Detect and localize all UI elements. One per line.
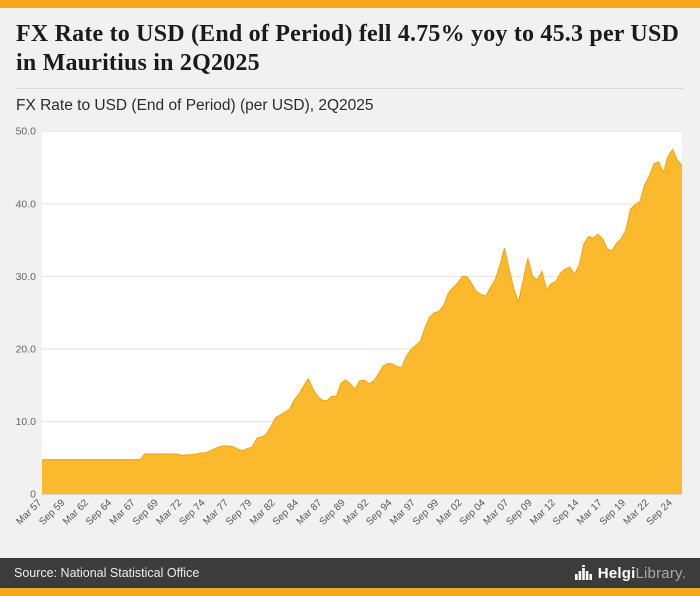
brand-name-light: Library. — [635, 564, 686, 582]
footer-bar: Source: National Statistical Office Helg… — [0, 558, 700, 588]
svg-text:Sep 94: Sep 94 — [364, 497, 394, 527]
source-text: Source: National Statistical Office — [14, 566, 200, 580]
svg-text:Sep 59: Sep 59 — [37, 497, 67, 527]
helgilibrary-logo-icon — [574, 565, 592, 580]
title-divider — [16, 87, 684, 89]
svg-text:20.0: 20.0 — [16, 343, 37, 355]
svg-text:Sep 64: Sep 64 — [84, 497, 114, 527]
svg-text:Sep 24: Sep 24 — [645, 497, 675, 527]
header: FX Rate to USD (End of Period) fell 4.75… — [0, 8, 700, 79]
top-accent-bar — [0, 0, 700, 8]
svg-text:Sep 84: Sep 84 — [271, 497, 301, 527]
svg-text:50.0: 50.0 — [16, 125, 37, 137]
bottom-accent-bar — [0, 588, 700, 596]
svg-text:Sep 79: Sep 79 — [224, 497, 254, 527]
svg-text:Sep 89: Sep 89 — [318, 497, 348, 527]
svg-text:0: 0 — [30, 488, 36, 500]
brand-name-bold: Helgi — [597, 564, 636, 582]
svg-text:40.0: 40.0 — [16, 198, 37, 210]
brand-name: HelgiLibrary. — [598, 565, 686, 582]
chart-container: 0 10.0 20.0 30.0 40.0 50.0 Mar 57 Sep 59 Mar 62 S… — [6, 121, 694, 558]
svg-text:Sep 09: Sep 09 — [504, 497, 534, 527]
svg-text:Sep 74: Sep 74 — [177, 497, 207, 527]
svg-text:Sep 14: Sep 14 — [551, 497, 581, 527]
svg-text:Sep 04: Sep 04 — [458, 497, 488, 527]
helgilibrary-logo[interactable]: HelgiLibrary. — [574, 565, 686, 582]
svg-text:Sep 69: Sep 69 — [131, 497, 161, 527]
svg-text:30.0: 30.0 — [16, 270, 37, 282]
chart-subtitle: FX Rate to USD (End of Period) (per USD)… — [16, 96, 374, 114]
svg-text:Sep 99: Sep 99 — [411, 497, 441, 527]
svg-text:Sep 19: Sep 19 — [598, 497, 628, 527]
page-title: FX Rate to USD (End of Period) fell 4.75… — [16, 21, 680, 77]
svg-text:10.0: 10.0 — [16, 416, 37, 428]
